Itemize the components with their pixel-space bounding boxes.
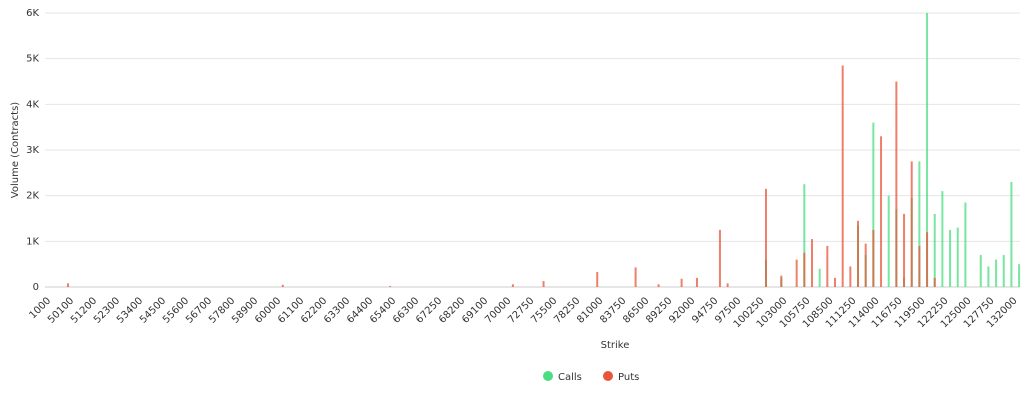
bar: [811, 239, 813, 287]
bar: [918, 245, 921, 287]
y-tick-label: 5K: [26, 54, 39, 65]
bar: [542, 281, 545, 287]
y-tick-label: 0: [33, 282, 39, 293]
bar: [849, 266, 852, 287]
bar: [841, 65, 844, 288]
bar: [926, 13, 929, 287]
bar: [956, 227, 959, 287]
bar: [795, 259, 798, 287]
bar: [964, 202, 967, 287]
bar: [880, 136, 883, 287]
bar: [903, 213, 906, 287]
bar: [872, 229, 875, 287]
bar: [933, 277, 936, 287]
bar: [949, 229, 952, 287]
bar: [511, 284, 514, 287]
bar: [634, 267, 637, 287]
y-tick-label: 6K: [26, 8, 39, 19]
bar: [803, 184, 806, 287]
bar: [895, 81, 898, 287]
bar: [872, 122, 875, 287]
y-tick-label: 2K: [26, 191, 39, 202]
bar: [941, 191, 944, 287]
bar: [979, 255, 982, 287]
bar: [67, 283, 70, 287]
bar: [918, 161, 921, 287]
bar: [680, 278, 683, 287]
y-tick-label: 1K: [26, 236, 39, 247]
bar: [1002, 255, 1005, 287]
bar: [826, 245, 829, 287]
bar: [596, 271, 599, 287]
bar: [926, 232, 929, 287]
bar: [887, 195, 890, 287]
y-tick-label: 4K: [26, 99, 39, 110]
legend-label: Puts: [618, 372, 639, 383]
y-axis-title: Volume (Contracts): [10, 102, 21, 199]
bar: [1010, 181, 1013, 287]
bar: [780, 275, 783, 287]
y-tick-label: 3K: [26, 145, 39, 156]
bar: [389, 286, 392, 287]
bar: [803, 252, 806, 287]
bar: [857, 220, 860, 287]
legend-marker: [543, 371, 553, 381]
bar: [1018, 264, 1021, 287]
legend-marker: [603, 371, 613, 381]
legend-label: Calls: [558, 372, 582, 383]
x-axis-title: Strike: [601, 340, 630, 351]
bar: [995, 259, 998, 287]
bar: [910, 161, 913, 287]
bar: [864, 243, 867, 287]
bar: [726, 283, 729, 287]
bar: [818, 268, 821, 287]
bar: [657, 284, 660, 287]
bar: [987, 266, 990, 287]
bar: [933, 213, 936, 287]
bar: [281, 284, 284, 287]
bar: [834, 277, 837, 287]
bar: [718, 229, 721, 287]
bar: [764, 188, 767, 287]
bar: [695, 277, 698, 287]
